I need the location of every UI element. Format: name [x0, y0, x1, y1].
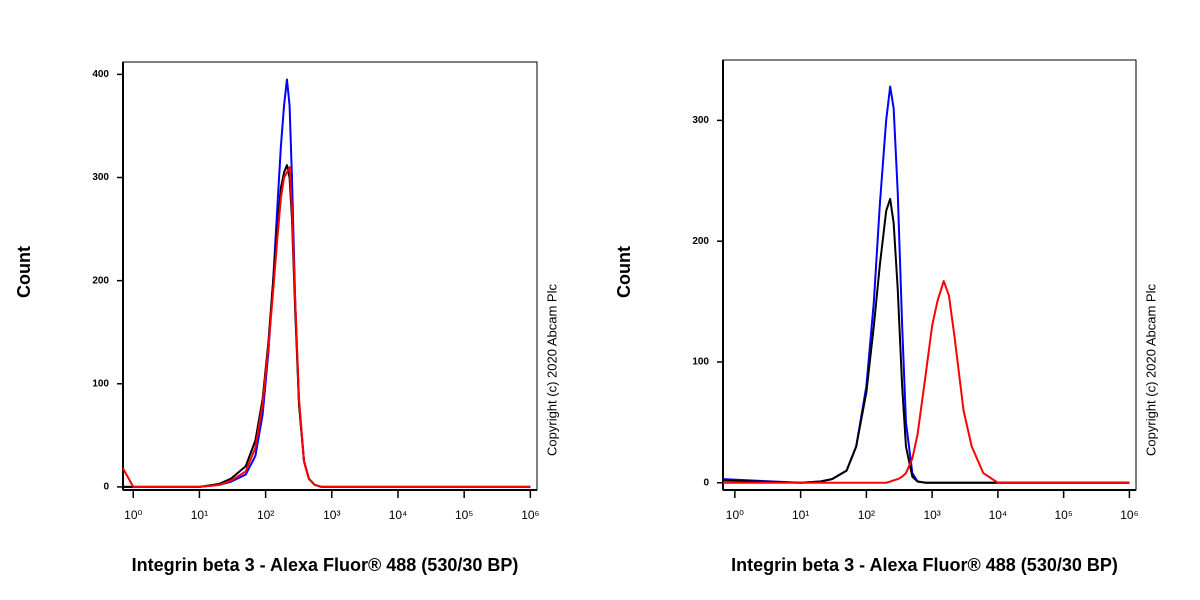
- y-tick-label: 200: [92, 275, 109, 286]
- x-axis-label: Integrin beta 3 - Alexa Fluor® 488 (530/…: [132, 555, 519, 575]
- x-tick-label: 10⁶: [521, 508, 539, 522]
- histogram-line: [722, 197, 1130, 484]
- x-tick-label: 10⁴: [389, 508, 408, 522]
- copyright: Copyright (c) 2020 Abcam Plc: [544, 284, 559, 456]
- copyright: Copyright (c) 2020 Abcam Plc: [1143, 284, 1158, 456]
- y-tick-label: 0: [103, 482, 109, 493]
- y-tick-label: 0: [703, 477, 709, 488]
- x-tick-label: 10⁶: [1120, 508, 1138, 522]
- x-tick-label: 10⁰: [124, 508, 142, 522]
- x-tick-label: 10²: [257, 508, 274, 522]
- x-tick-label: 10¹: [191, 508, 208, 522]
- x-axis-label: Integrin beta 3 - Alexa Fluor® 488 (530/…: [731, 555, 1118, 575]
- y-axis-label: Count: [614, 246, 634, 298]
- y-tick-label: 200: [692, 236, 709, 247]
- histogram-line: [123, 164, 531, 488]
- histogram-line: [122, 166, 531, 488]
- x-tick-label: 10⁰: [726, 508, 744, 522]
- x-tick-label: 10⁴: [989, 508, 1008, 522]
- y-tick-label: 100: [92, 378, 109, 389]
- plot-frame: [722, 59, 1137, 491]
- histogram-line: [722, 85, 1130, 484]
- x-tick-label: 10³: [923, 508, 940, 522]
- y-tick-label: 100: [692, 357, 709, 368]
- y-axis-label: Count: [14, 246, 34, 298]
- y-tick-label: 400: [92, 69, 109, 80]
- y-tick-label: 300: [92, 172, 109, 183]
- x-tick-label: 10⁵: [455, 508, 473, 522]
- x-tick-label: 10⁵: [1054, 508, 1072, 522]
- x-tick-label: 10³: [323, 508, 340, 522]
- plot-frame: [122, 61, 538, 491]
- histogram-line: [723, 280, 1130, 484]
- x-tick-label: 10¹: [792, 508, 809, 522]
- y-tick-label: 300: [692, 115, 709, 126]
- histogram-line: [123, 78, 531, 488]
- x-tick-label: 10²: [858, 508, 875, 522]
